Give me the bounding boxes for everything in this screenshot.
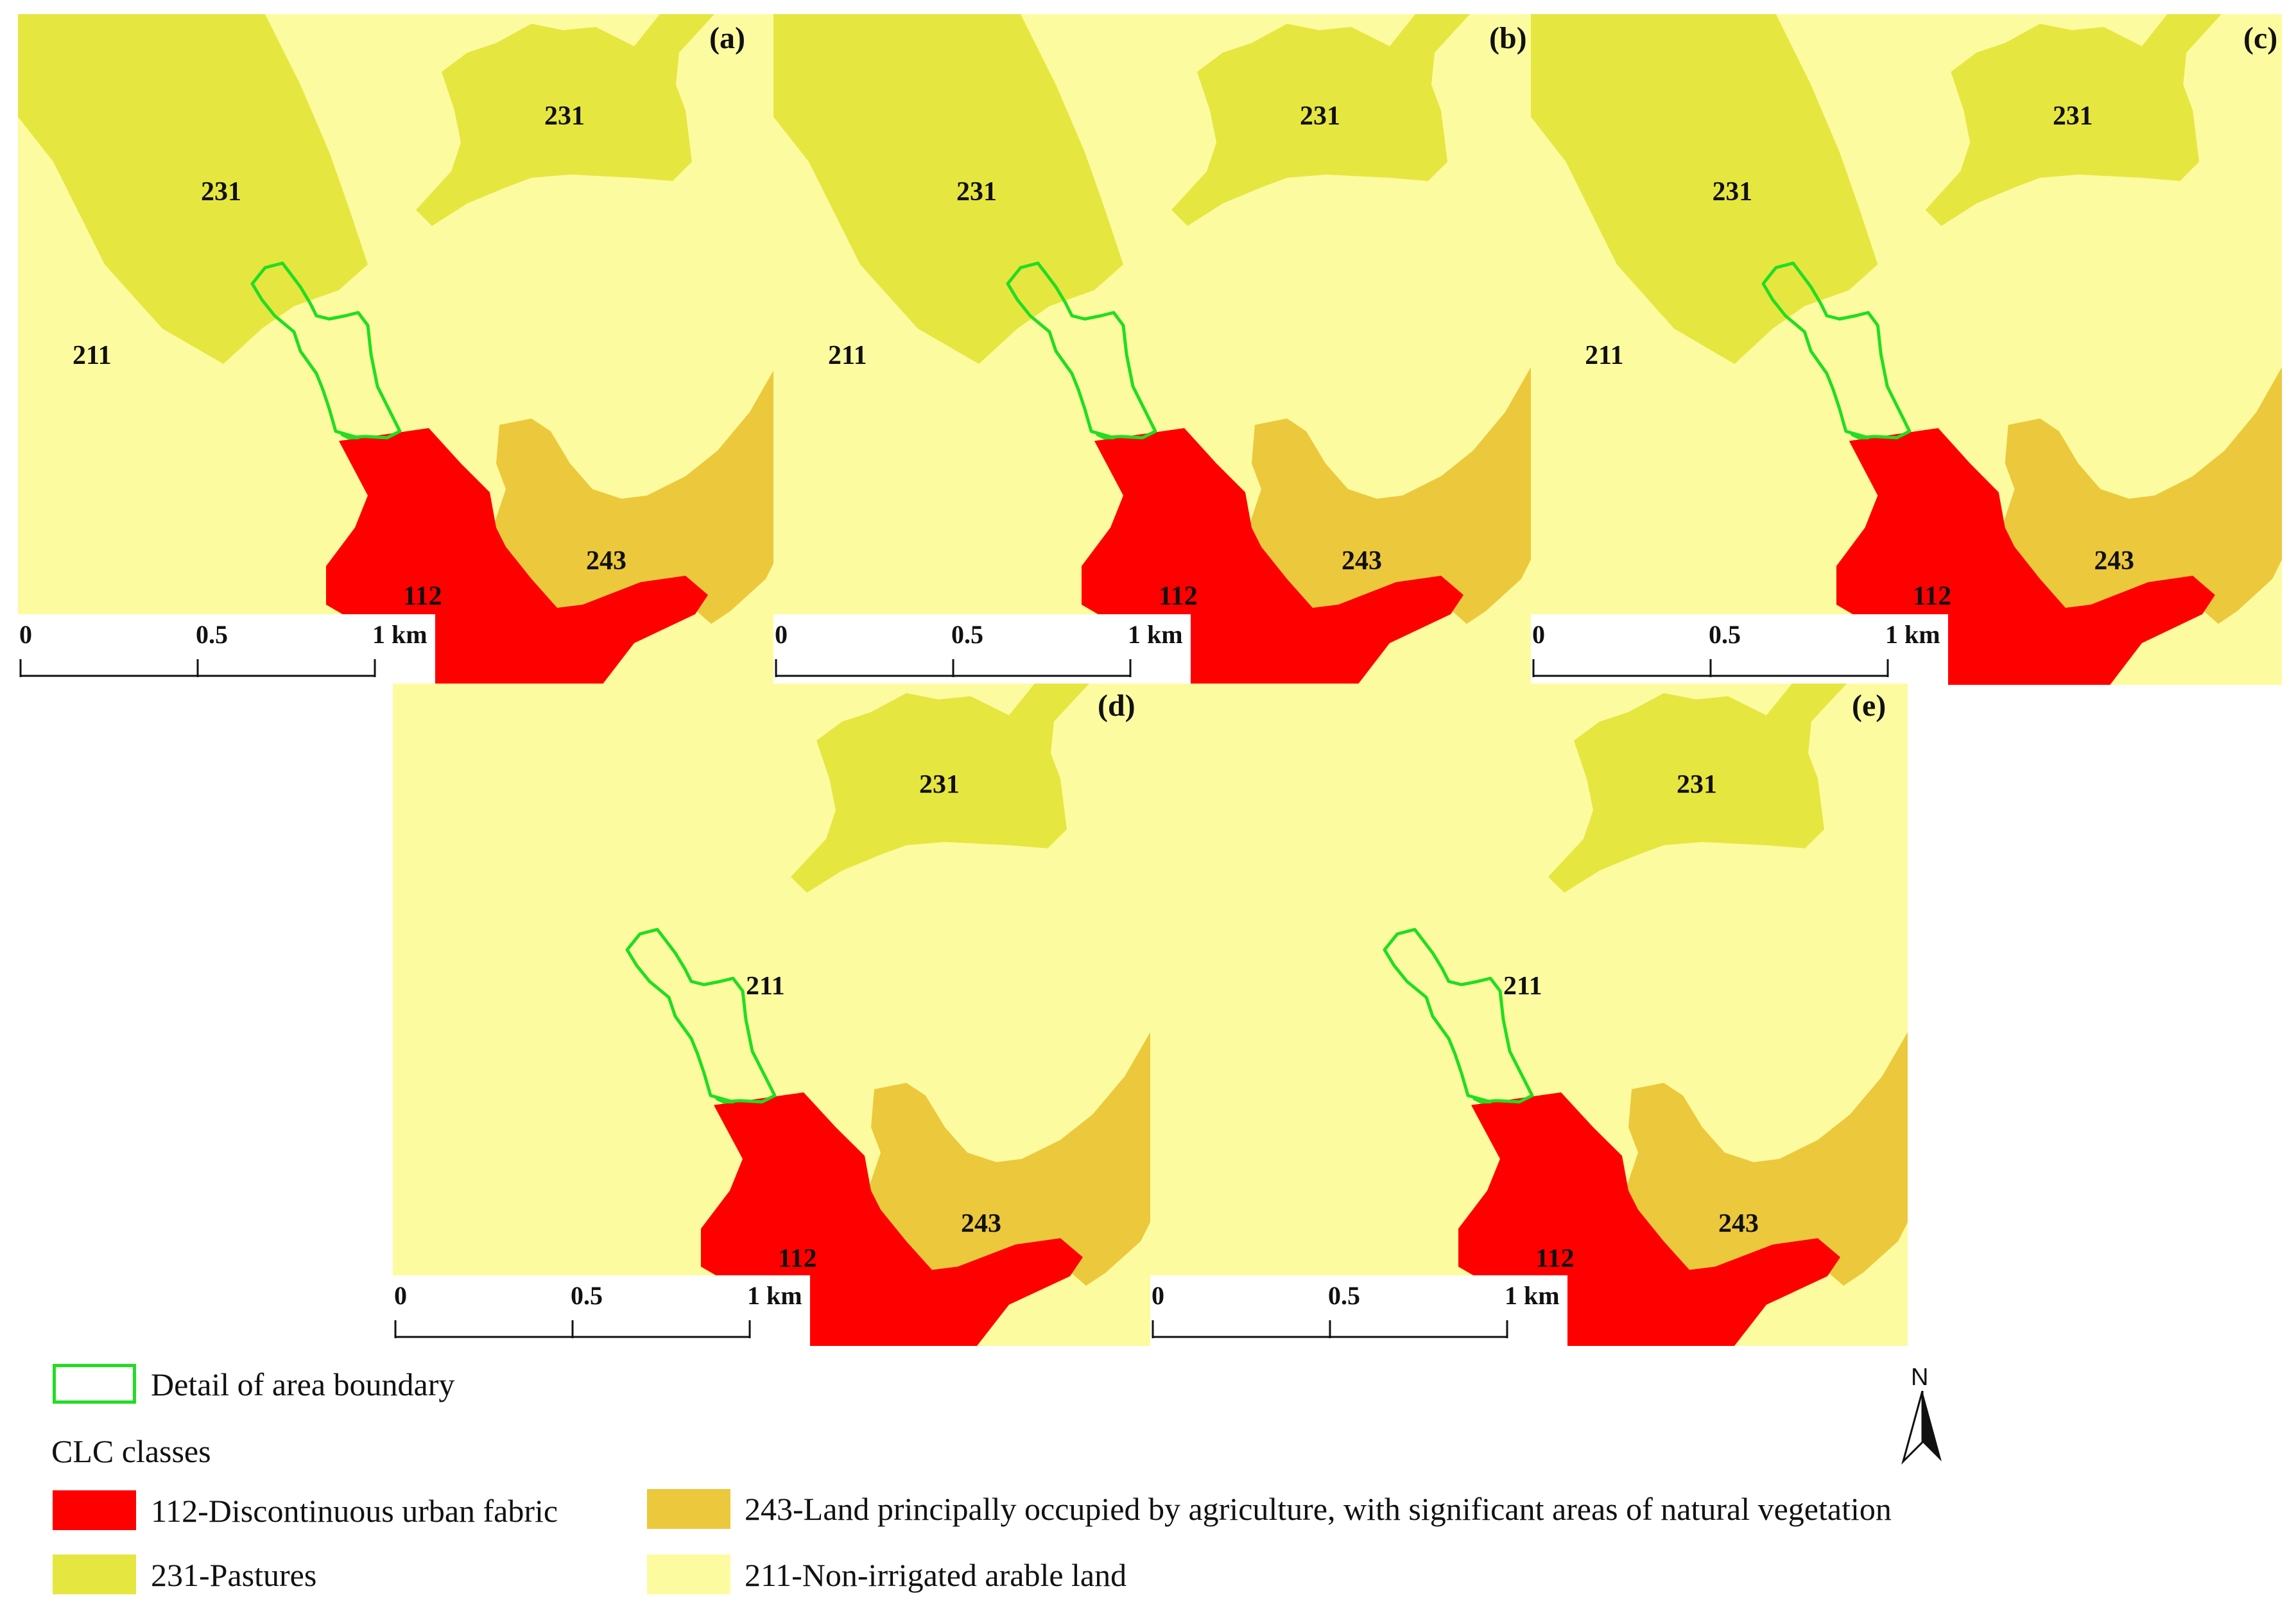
label-243: 243	[586, 546, 626, 576]
label-243: 243	[1718, 1209, 1759, 1238]
class-231-area-northeast	[791, 684, 1089, 893]
label-211: 211	[73, 341, 112, 370]
label-211: 211	[828, 341, 867, 370]
class-231-area-northeast	[416, 14, 714, 226]
label-231-northeast: 231	[544, 101, 585, 131]
label-231-northeast: 231	[1677, 770, 1717, 799]
north-arrow: N	[1897, 1364, 1948, 1467]
scale-bar: 0 0.5 1 km	[1531, 614, 1948, 685]
scale-tick-label: 1 km	[1505, 1281, 1560, 1310]
label-112: 112	[1535, 1244, 1575, 1273]
scale-tick-label: 0	[1532, 620, 1545, 649]
legend-label-112: 112-Discontinuous urban fabric	[151, 1493, 558, 1529]
scale-tick-label: 1 km	[1885, 620, 1940, 649]
north-arrow-icon	[1901, 1391, 1942, 1465]
scale-bar: 0 0.5 1 km	[18, 614, 435, 685]
scale-tick-label: 1 km	[747, 1281, 802, 1310]
scale-tick-label: 0.5	[951, 620, 983, 649]
area-boundary-outline	[1761, 261, 1912, 440]
panel-letter: (a)	[709, 21, 745, 55]
label-231-northeast: 231	[1300, 101, 1340, 131]
scale-bar-line	[775, 659, 1132, 677]
area-boundary-outline	[1006, 261, 1157, 440]
class-231-area-west	[1531, 14, 1878, 364]
class-231-area-northeast	[1925, 14, 2222, 226]
scale-bar: 0 0.5 1 km	[393, 1275, 810, 1346]
scale-bar: 0 0.5 1 km	[773, 614, 1191, 685]
label-243: 243	[2094, 546, 2134, 576]
label-243: 243	[1342, 546, 1382, 576]
scale-bar: 0 0.5 1 km	[1150, 1275, 1567, 1346]
class-243-area	[868, 1032, 1150, 1286]
panel-letter: (d)	[1098, 689, 1135, 723]
scale-tick-label: 0	[394, 1281, 407, 1310]
legend-swatch-243	[647, 1489, 730, 1529]
area-boundary-outline	[625, 927, 777, 1104]
legend-classes-title: CLC classes	[51, 1433, 211, 1469]
map-panel-d: 231 211 243 112 0 0.5 1 km	[393, 684, 1150, 1346]
label-112: 112	[403, 582, 442, 611]
legend-swatch-boundary	[53, 1364, 136, 1404]
class-243-area	[493, 367, 775, 624]
legend-swatch-231	[53, 1555, 136, 1594]
legend-swatch-112	[53, 1490, 136, 1530]
legend-label-243: 243-Land principally occupied by agricul…	[745, 1491, 1892, 1527]
label-231-northeast: 231	[2053, 101, 2093, 131]
scale-bar-line	[1152, 1320, 1508, 1338]
scale-tick-label: 0.5	[571, 1281, 603, 1310]
class-231-area-northeast	[1171, 14, 1470, 226]
label-231-west: 231	[956, 177, 997, 207]
label-211: 211	[1503, 971, 1542, 1001]
label-112: 112	[1159, 582, 1198, 611]
label-231-west: 231	[201, 177, 241, 207]
scale-bar-line	[1532, 659, 1889, 677]
map-panel-a: 231 231 211 243 112 0 0.5 1 km	[18, 14, 775, 685]
label-231-west: 231	[1713, 177, 1752, 207]
north-label: N	[1911, 1364, 1929, 1391]
label-211: 211	[746, 971, 785, 1001]
scale-tick-label: 1 km	[1128, 620, 1183, 649]
land-cover-map: 231 231 211 243 112	[1531, 14, 2282, 685]
label-231-northeast: 231	[919, 770, 960, 799]
map-panel-c: 231 231 211 243 112 0 0.5 1 km	[1531, 14, 2282, 685]
legend-label-211: 211-Non-irrigated arable land	[745, 1557, 1127, 1593]
label-211: 211	[1585, 341, 1623, 370]
class-243-area	[1625, 1032, 1908, 1286]
legend-swatch-211	[647, 1555, 730, 1594]
panel-letter: (e)	[1852, 689, 1886, 723]
class-231-area-northeast	[1548, 684, 1847, 893]
land-cover-map: 231 231 211 243 112	[773, 14, 1531, 685]
class-231-area-west	[18, 14, 368, 364]
label-112: 112	[1913, 582, 1951, 611]
scale-tick-label: 0.5	[1328, 1281, 1360, 1310]
scale-tick-label: 0.5	[1709, 620, 1741, 649]
scale-tick-label: 0	[19, 620, 32, 649]
panel-letter: (c)	[2243, 21, 2278, 55]
map-panel-b: 231 231 211 243 112 0 0.5 1 km	[773, 14, 1531, 685]
scale-bar-line	[19, 659, 376, 677]
scale-tick-label: 0	[775, 620, 788, 649]
land-cover-map: 231 211 243 112	[1150, 684, 1908, 1346]
class-243-area	[1248, 367, 1531, 624]
label-243: 243	[961, 1209, 1001, 1238]
scale-bar-line	[394, 1320, 751, 1338]
area-boundary-outline	[1383, 927, 1534, 1104]
land-cover-map: 231 211 243 112	[393, 684, 1150, 1346]
map-panel-e: 231 211 243 112 0 0.5 1 km	[1150, 684, 1908, 1346]
label-112: 112	[778, 1244, 817, 1273]
scale-tick-label: 0	[1152, 1281, 1164, 1310]
land-cover-map: 231 231 211 243 112	[18, 14, 775, 685]
class-243-area	[2001, 367, 2282, 624]
scale-tick-label: 1 km	[372, 620, 427, 649]
area-boundary-outline	[250, 261, 402, 440]
legend-label-231: 231-Pastures	[151, 1557, 317, 1593]
class-231-area-west	[773, 14, 1123, 364]
scale-tick-label: 0.5	[196, 620, 228, 649]
legend-label-boundary: Detail of area boundary	[151, 1366, 455, 1402]
panel-letter: (b)	[1489, 21, 1527, 55]
